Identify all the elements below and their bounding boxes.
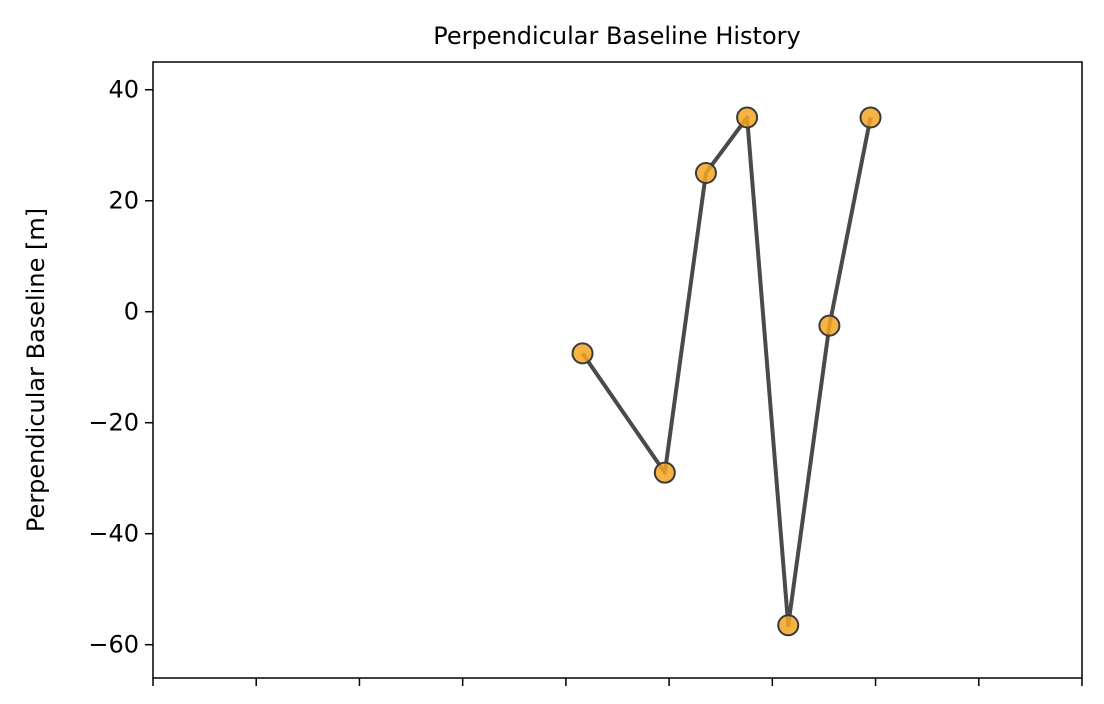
data-point (571, 342, 594, 365)
plot-area (571, 106, 882, 637)
data-point (653, 461, 676, 484)
chart-title: Perpendicular Baseline History (433, 22, 800, 50)
series-line (580, 115, 873, 628)
y-axis-label: Perpendicular Baseline [m] (22, 208, 50, 532)
data-point (694, 161, 717, 184)
y-tick-label: −20 (88, 409, 139, 437)
y-tick-label: 40 (108, 76, 139, 104)
y-tick-label: 20 (108, 187, 139, 215)
data-point (736, 106, 759, 129)
data-point (859, 106, 882, 129)
data-point (777, 614, 800, 637)
plot-frame (152, 61, 1083, 679)
data-point (818, 314, 841, 337)
ticks-group: −60 −40 −20 0 20 40 (88, 76, 1083, 686)
y-tick-label: −40 (88, 520, 139, 548)
y-tick-label: −60 (88, 631, 139, 659)
y-tick-label: 0 (124, 298, 139, 326)
